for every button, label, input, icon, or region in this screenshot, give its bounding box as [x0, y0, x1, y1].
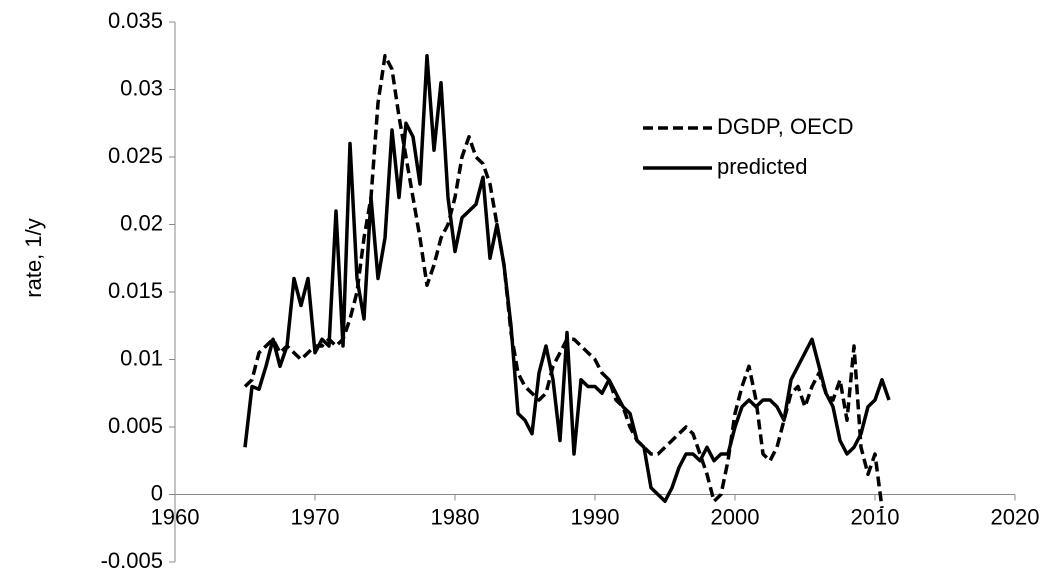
y-tick-label: 0.02	[120, 210, 163, 235]
line-series	[243, 54, 884, 509]
y-tick-label: 0.01	[120, 345, 163, 370]
x-tick-label: 2010	[851, 504, 900, 529]
y-tick-label: 0	[151, 480, 163, 505]
x-tick-label: 1970	[291, 504, 340, 529]
x-tick-label: 2020	[991, 504, 1040, 529]
legend-label: DGDP, OECD	[717, 114, 854, 139]
y-tick-label: 0.03	[120, 75, 163, 100]
y-tick-label: 0.025	[108, 143, 163, 168]
y-tick-label: 0.005	[108, 413, 163, 438]
x-tick-label: 1960	[151, 504, 200, 529]
y-axis-label: rate, 1/y	[21, 218, 46, 297]
legend-label: predicted	[717, 154, 808, 179]
x-tick-label: 2000	[711, 504, 760, 529]
y-tick-label: 0.035	[108, 8, 163, 33]
x-tick-label: 1990	[571, 504, 620, 529]
line-series	[243, 54, 891, 503]
y-tick-label: 0.015	[108, 278, 163, 303]
x-tick-label: 1980	[431, 504, 480, 529]
y-tick-label: -0.005	[101, 548, 163, 573]
